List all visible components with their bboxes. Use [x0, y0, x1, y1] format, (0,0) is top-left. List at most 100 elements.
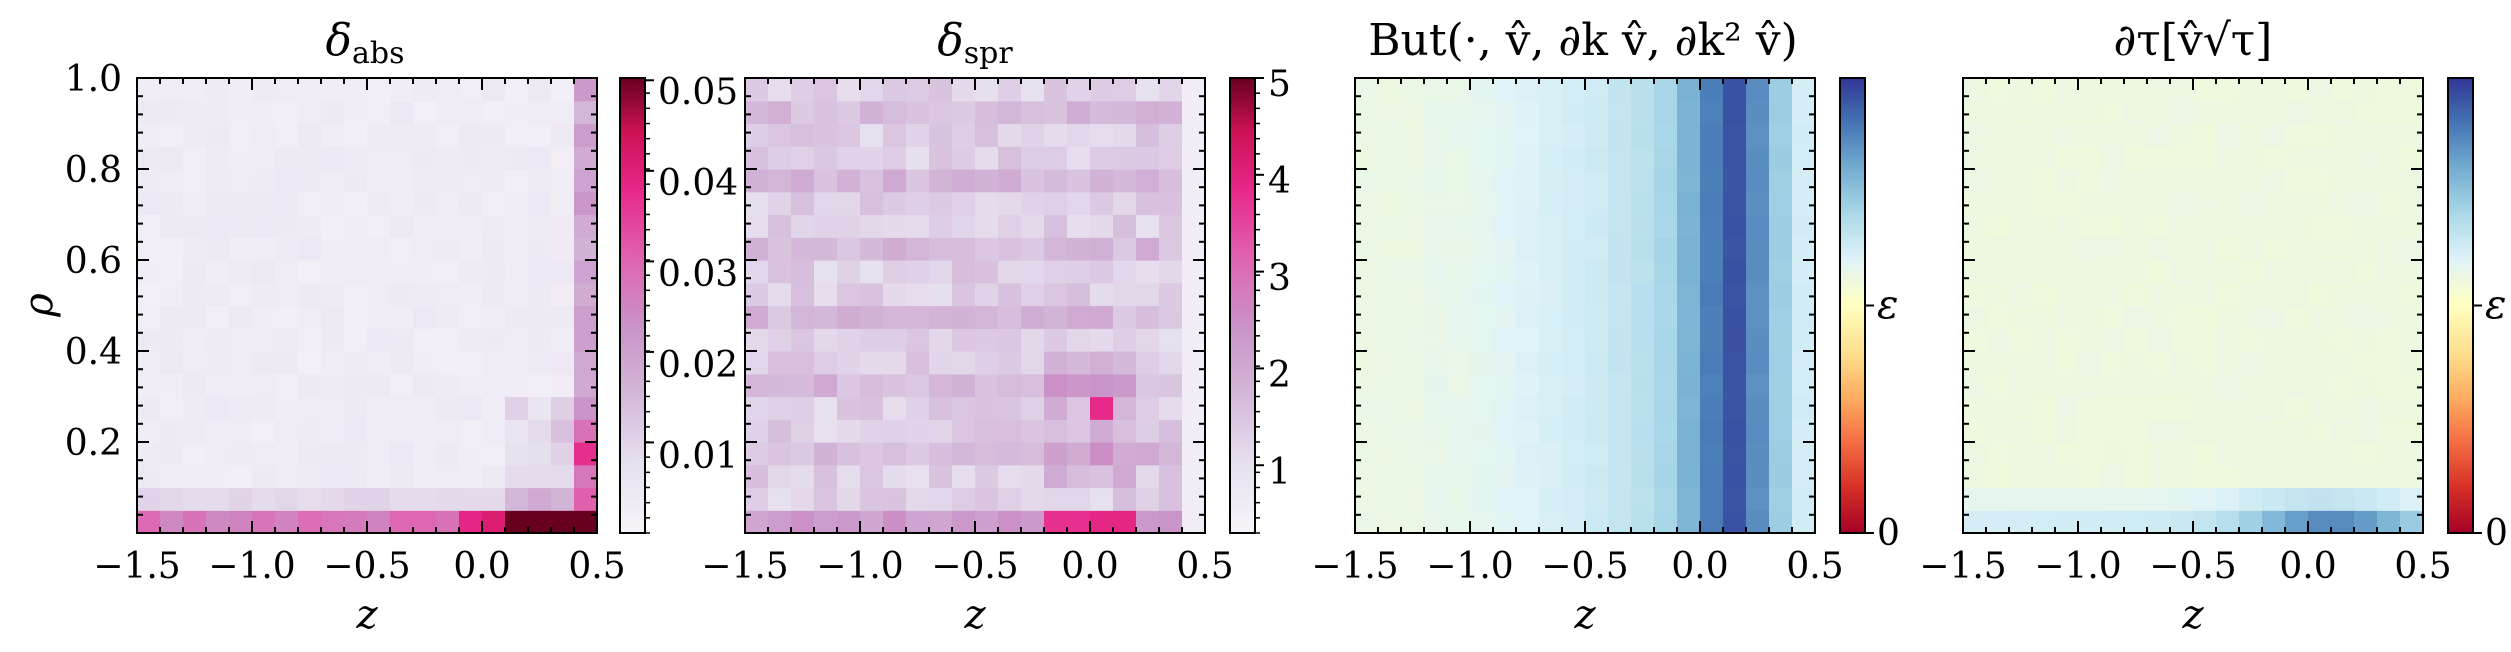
heatmap-cell: [837, 214, 861, 238]
heatmap-cell: [344, 419, 368, 443]
heatmap-cell: [2078, 191, 2102, 216]
heatmap-cell: [1378, 464, 1402, 489]
heatmap-cell: [206, 305, 230, 329]
heatmap-cell: [1516, 282, 1540, 307]
heatmap-cell: [2308, 328, 2332, 352]
heatmap-cell: [1769, 351, 1793, 375]
heatmap-cell: [1746, 100, 1770, 125]
heatmap-cell: [1021, 328, 1045, 352]
heatmap-cell: [745, 464, 769, 489]
heatmap-cell: [1447, 100, 1471, 125]
heatmap-cell: [1090, 396, 1114, 420]
heatmap-cell: [883, 487, 907, 511]
heatmap-cell: [1113, 328, 1137, 352]
heatmap-cell: [1769, 442, 1793, 466]
heatmap-cells: [745, 78, 1206, 534]
heatmap-cell: [1539, 282, 1563, 307]
heatmap-cell: [505, 510, 529, 534]
heatmap-cell: [2009, 237, 2033, 261]
heatmap-cell: [883, 351, 907, 375]
heatmap-cell: [2216, 191, 2240, 216]
heatmap-cell: [2147, 191, 2171, 216]
heatmap-cell: [1963, 214, 1987, 238]
heatmap-cell: [574, 510, 598, 534]
heatmap-cell: [321, 442, 345, 466]
heatmap-cell: [1963, 328, 1987, 352]
heatmap-cell: [906, 442, 930, 466]
heatmap-cell: [1963, 123, 1987, 147]
heatmap-cell: [1792, 373, 1816, 398]
heatmap-cell: [1470, 191, 1494, 216]
heatmap-cell: [2216, 464, 2240, 489]
heatmap-cell: [574, 396, 598, 420]
heatmap-cell: [1723, 100, 1747, 125]
heatmap-cell: [2193, 305, 2217, 329]
heatmap-cell: [2124, 260, 2148, 284]
heatmap-cell: [2009, 510, 2033, 534]
heatmap-cell: [459, 260, 483, 284]
heatmap-cell: [1700, 328, 1724, 352]
heatmap-cell: [1447, 464, 1471, 489]
heatmap-cell: [929, 237, 953, 261]
heatmap-cell: [837, 282, 861, 307]
heatmap-cell: [1746, 396, 1770, 420]
heatmap-cell: [1401, 78, 1425, 102]
heatmap-cell: [2124, 123, 2148, 147]
heatmap-cell: [298, 260, 322, 284]
heatmap-cell: [1136, 419, 1160, 443]
heatmap-cell: [367, 351, 391, 375]
heatmap-cell: [1493, 351, 1517, 375]
heatmap-cell: [2078, 100, 2102, 125]
heatmap-cell: [1963, 282, 1987, 307]
heatmap-cell: [1470, 146, 1494, 170]
heatmap-cell: [1401, 487, 1425, 511]
heatmap-cell: [2055, 305, 2079, 329]
heatmap-cell: [1136, 282, 1160, 307]
heatmap-cell: [1113, 396, 1137, 420]
heatmap-cell: [505, 328, 529, 352]
heatmap-cell: [2354, 214, 2378, 238]
heatmap-cell: [1516, 487, 1540, 511]
heatmap-cell: [952, 305, 976, 329]
heatmap-cell: [1677, 442, 1701, 466]
colorbar-tick-label: 4: [1268, 161, 1291, 202]
heatmap-cell: [2032, 464, 2056, 489]
heatmap-cell: [1470, 260, 1494, 284]
heatmap-cell: [1424, 305, 1448, 329]
heatmap-cell: [791, 146, 815, 170]
heatmap-cell: [2216, 442, 2240, 466]
heatmap-cell: [2101, 78, 2125, 102]
heatmap-cell: [860, 351, 884, 375]
heatmap-cell: [298, 328, 322, 352]
colorbar-tick-label: 0: [1877, 513, 1900, 554]
heatmap-cell: [952, 419, 976, 443]
heatmap-cell: [1516, 442, 1540, 466]
heatmap-cell: [574, 123, 598, 147]
heatmap-cell: [574, 464, 598, 489]
panel-title: But(·, v̂, ∂k v̂, ∂k² v̂): [1368, 15, 1798, 66]
heatmap-cell: [1986, 282, 2010, 307]
heatmap-cell: [413, 305, 437, 329]
heatmap-cell: [1493, 100, 1517, 125]
heatmap-cell: [1044, 419, 1068, 443]
heatmap-cell: [929, 510, 953, 534]
heatmap-cell: [252, 351, 276, 375]
heatmap-cell: [2055, 169, 2079, 193]
heatmap-cell: [745, 373, 769, 398]
heatmap-cell: [1986, 305, 2010, 329]
heatmap-cell: [1182, 487, 1206, 511]
heatmap-cell: [1963, 396, 1987, 420]
heatmap-cell: [1723, 328, 1747, 352]
heatmap-cell: [183, 328, 207, 352]
heatmap-cell: [1539, 305, 1563, 329]
heatmap-cell: [2285, 123, 2309, 147]
heatmap-cell: [1493, 442, 1517, 466]
heatmap-cell: [929, 260, 953, 284]
heatmap-cell: [1470, 78, 1494, 102]
heatmap-cell: [2078, 351, 2102, 375]
heatmap-cell: [2101, 510, 2125, 534]
heatmap-cell: [2331, 260, 2355, 284]
heatmap-cell: [1378, 396, 1402, 420]
x-tick-label: 0.5: [1786, 546, 1843, 587]
heatmap-cell: [791, 510, 815, 534]
